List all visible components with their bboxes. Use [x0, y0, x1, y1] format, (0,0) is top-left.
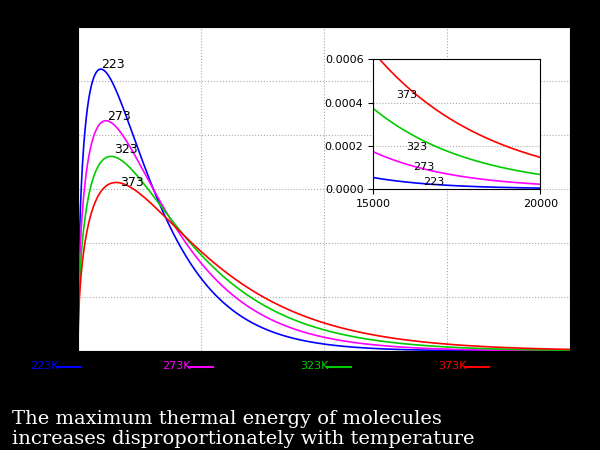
Text: 223: 223: [101, 58, 125, 71]
Text: 100C: 100C: [492, 361, 521, 371]
Y-axis label: Fraction of molecules in 100 Joule band: Fraction of molecules in 100 Joule band: [14, 66, 27, 312]
Text: The maximum thermal energy of molecules
increases disproportionately with temper: The maximum thermal energy of molecules …: [12, 410, 475, 448]
Text: 273: 273: [413, 162, 434, 171]
Text: 273: 273: [107, 110, 131, 123]
Text: 373: 373: [120, 176, 143, 189]
Text: 223K: 223K: [30, 361, 59, 371]
Text: 323: 323: [113, 144, 137, 156]
Text: 273K: 273K: [162, 361, 191, 371]
X-axis label: Energy, J: Energy, J: [293, 379, 355, 393]
Text: 50C: 50C: [354, 361, 376, 371]
Text: 373: 373: [397, 90, 418, 100]
Text: 323: 323: [407, 142, 428, 152]
Text: 0C: 0C: [216, 361, 231, 371]
Text: -50C: -50C: [84, 361, 110, 371]
Text: 323K: 323K: [300, 361, 328, 371]
Text: 223: 223: [424, 177, 445, 187]
Text: 373K: 373K: [438, 361, 466, 371]
